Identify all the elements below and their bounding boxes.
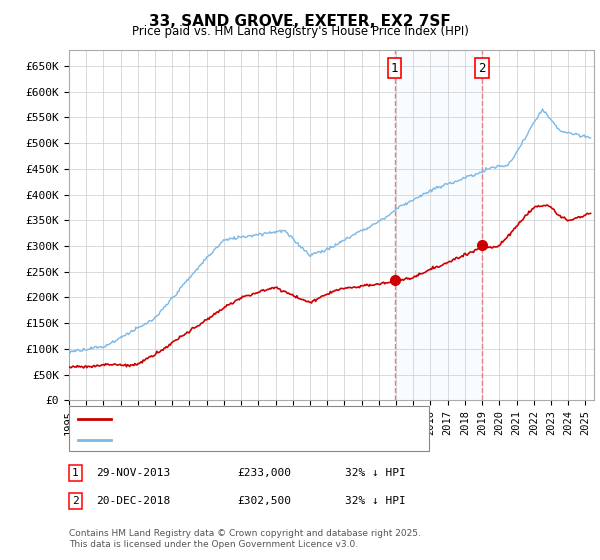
Text: 29-NOV-2013: 29-NOV-2013 (96, 468, 170, 478)
Text: 32% ↓ HPI: 32% ↓ HPI (345, 468, 406, 478)
Text: 1: 1 (391, 62, 398, 74)
Text: Price paid vs. HM Land Registry's House Price Index (HPI): Price paid vs. HM Land Registry's House … (131, 25, 469, 38)
Text: 20-DEC-2018: 20-DEC-2018 (96, 496, 170, 506)
Text: 1: 1 (72, 468, 79, 478)
Text: 2: 2 (478, 62, 486, 74)
Text: Contains HM Land Registry data © Crown copyright and database right 2025.
This d: Contains HM Land Registry data © Crown c… (69, 529, 421, 549)
Text: HPI: Average price, detached house, Exeter: HPI: Average price, detached house, Exet… (117, 435, 343, 445)
Text: 33, SAND GROVE, EXETER, EX2 7SF (detached house): 33, SAND GROVE, EXETER, EX2 7SF (detache… (117, 413, 398, 423)
Text: £233,000: £233,000 (237, 468, 291, 478)
Text: 2: 2 (72, 496, 79, 506)
Text: 32% ↓ HPI: 32% ↓ HPI (345, 496, 406, 506)
Text: 33, SAND GROVE, EXETER, EX2 7SF: 33, SAND GROVE, EXETER, EX2 7SF (149, 14, 451, 29)
Bar (395, 50, 482, 400)
Text: £302,500: £302,500 (237, 496, 291, 506)
